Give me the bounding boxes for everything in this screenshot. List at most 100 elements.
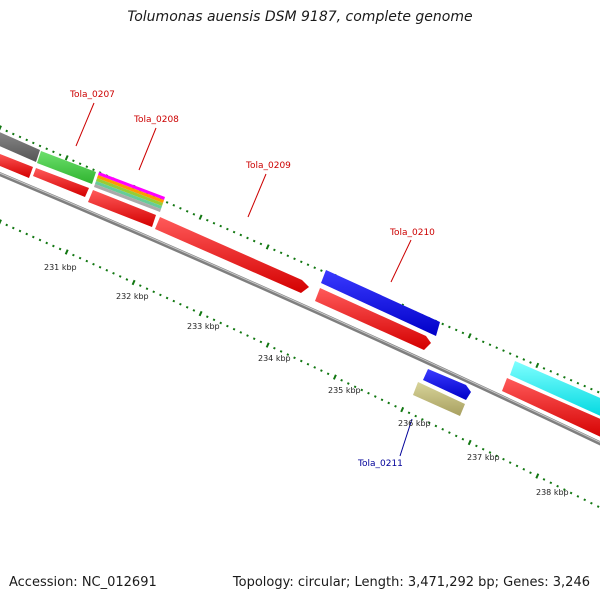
tick-dot [394, 404, 397, 408]
tick-dot [515, 355, 519, 358]
tick-dot [18, 135, 22, 139]
tick-dot [313, 266, 317, 270]
tick-dot [246, 334, 249, 337]
tick-dot [85, 259, 89, 263]
gene-label-tola-0209: Tola_0209 [245, 161, 291, 171]
tick-dot [286, 353, 290, 356]
scale-label: 236 kbp [398, 419, 431, 428]
tick-dot [118, 275, 122, 278]
gene-label-tola-0207: Tola_0207 [69, 90, 115, 100]
tick-major [64, 249, 69, 255]
tick-dot [11, 132, 15, 136]
tick-dot [179, 302, 182, 306]
tick-dot [259, 340, 263, 344]
tick-dot [488, 451, 492, 454]
tick-dot [454, 434, 458, 438]
tick-major [535, 362, 540, 369]
tick-dot [481, 340, 485, 344]
tick-dot [441, 322, 445, 326]
tick-dot [205, 218, 209, 222]
gene-feature-red-1[interactable] [0, 152, 33, 178]
gene-feature-red-3[interactable] [88, 190, 156, 227]
tick-dot [346, 382, 350, 385]
tick-major [131, 279, 136, 286]
tick-dot [38, 144, 42, 148]
gene-feature-tola-0210[interactable] [321, 270, 440, 336]
gene-label-tola-0208: Tola_0208 [133, 115, 179, 125]
tick-major [0, 125, 2, 131]
tick-dot [360, 388, 364, 392]
tick-dot [529, 361, 532, 364]
gene-feature-tola-0208[interactable] [94, 172, 165, 212]
tick-dot [11, 226, 15, 230]
tick-dot [279, 350, 283, 353]
tick-dot [125, 278, 129, 281]
tick-major [198, 214, 203, 220]
gene-feature-red-2[interactable] [33, 168, 89, 197]
tick-dot [549, 369, 553, 373]
gene-feature-tola-0211[interactable] [413, 382, 465, 416]
tick-dot [434, 424, 438, 428]
tick-dot [52, 150, 55, 154]
tick-major [467, 333, 472, 339]
tick-dot [542, 367, 546, 370]
tick-dot [232, 230, 236, 234]
tick-dot [522, 358, 526, 361]
tick-dot [306, 263, 310, 267]
gene-feature-red-6[interactable] [502, 378, 600, 439]
gene-feature-tola-0209[interactable] [155, 217, 309, 293]
tick-dot [226, 227, 229, 231]
tick-dot [340, 378, 343, 382]
tick-dot [313, 366, 317, 369]
tick-major [332, 374, 337, 380]
gene-feature-red-5[interactable] [315, 288, 431, 350]
tick-dot [92, 168, 95, 172]
tick-dot [45, 147, 49, 151]
gene-feature-tola-0207[interactable] [37, 151, 96, 184]
tick-dot [212, 221, 216, 225]
tick-dot [205, 315, 209, 319]
tick-dot [583, 498, 587, 502]
tick-dot [78, 162, 82, 166]
scale-label: 232 kbp [116, 292, 149, 301]
tick-dot [192, 212, 196, 216]
tick-dot [367, 391, 370, 395]
gene-feature-blue-small[interactable] [423, 369, 471, 400]
tick-dot [286, 254, 290, 258]
tick-dot [569, 378, 573, 382]
tick-dot [232, 327, 236, 331]
tick-dot [563, 488, 566, 491]
accession-text: Accession: NC_012691 [9, 575, 157, 590]
lower-tick-track [0, 219, 600, 508]
tick-dot [293, 257, 296, 261]
tick-dot [320, 369, 323, 372]
tick-dot [31, 141, 35, 145]
tick-dot [508, 461, 512, 464]
tick-dot [596, 505, 600, 508]
tick-dot [98, 265, 102, 269]
tick-dot [448, 325, 451, 329]
tick-dot [306, 362, 310, 366]
tick-dot [38, 238, 42, 242]
scale-label: 234 kbp [258, 354, 291, 363]
tick-dot [273, 346, 276, 350]
tick-dot [407, 411, 411, 415]
tick-dot [252, 337, 256, 341]
tick-dot [72, 159, 75, 163]
scale-label: 231 kbp [44, 263, 77, 272]
tick-dot [475, 337, 478, 341]
tick-dot [58, 247, 62, 251]
tick-dot [185, 305, 189, 309]
tick-dot [421, 418, 424, 421]
tick-dot [596, 390, 600, 394]
tick-dot [576, 495, 580, 498]
tick-dot [112, 271, 115, 275]
tick-dot [414, 414, 418, 418]
tick-dot [299, 359, 303, 363]
tick-dot [52, 244, 55, 248]
leader-line-tola-0211 [399, 418, 413, 457]
gene-feature-cyan[interactable] [510, 361, 600, 418]
tick-dot [495, 454, 499, 458]
gene-feature-gray[interactable] [0, 130, 40, 162]
tick-major [400, 406, 405, 413]
